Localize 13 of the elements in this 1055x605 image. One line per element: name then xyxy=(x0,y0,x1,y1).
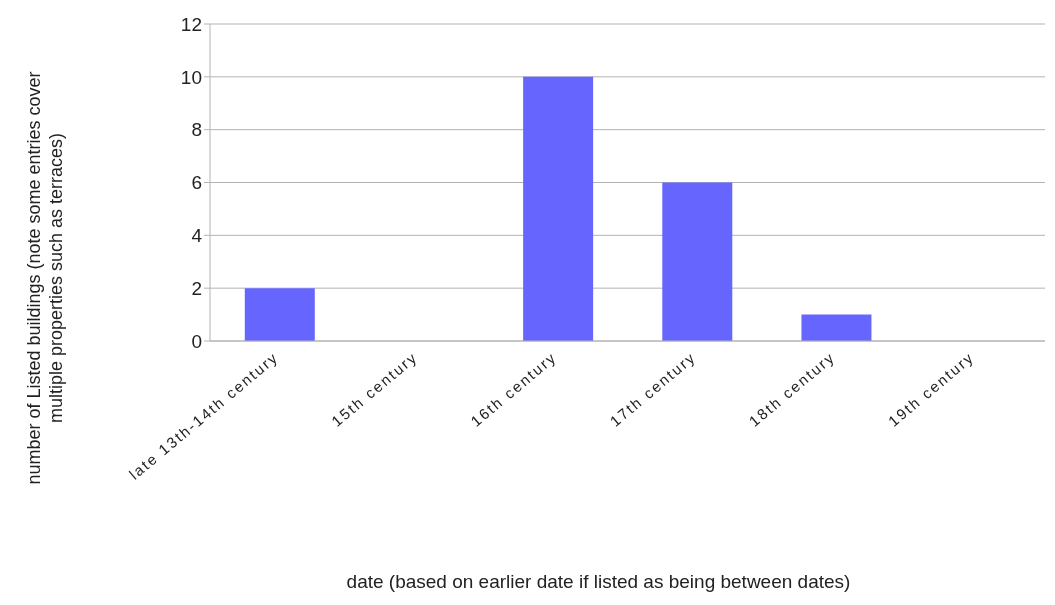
y-tick-label: 8 xyxy=(191,119,202,141)
bar xyxy=(801,314,872,341)
y-tick-label: 6 xyxy=(191,172,202,194)
y-tick-label: 2 xyxy=(191,277,202,299)
x-axis-title: date (based on earlier date if listed as being between dates) xyxy=(345,570,852,594)
bar xyxy=(662,182,733,341)
bar xyxy=(244,288,315,341)
y-tick-label: 10 xyxy=(180,66,202,88)
bar xyxy=(523,76,594,341)
y-axis-title: number of Listed buildings (note some entries cover multiple properties such as terraces) xyxy=(23,70,67,487)
y-tick-label: 0 xyxy=(191,330,202,352)
y-tick-label: 4 xyxy=(191,225,203,247)
y-tick-label: 12 xyxy=(180,13,202,35)
